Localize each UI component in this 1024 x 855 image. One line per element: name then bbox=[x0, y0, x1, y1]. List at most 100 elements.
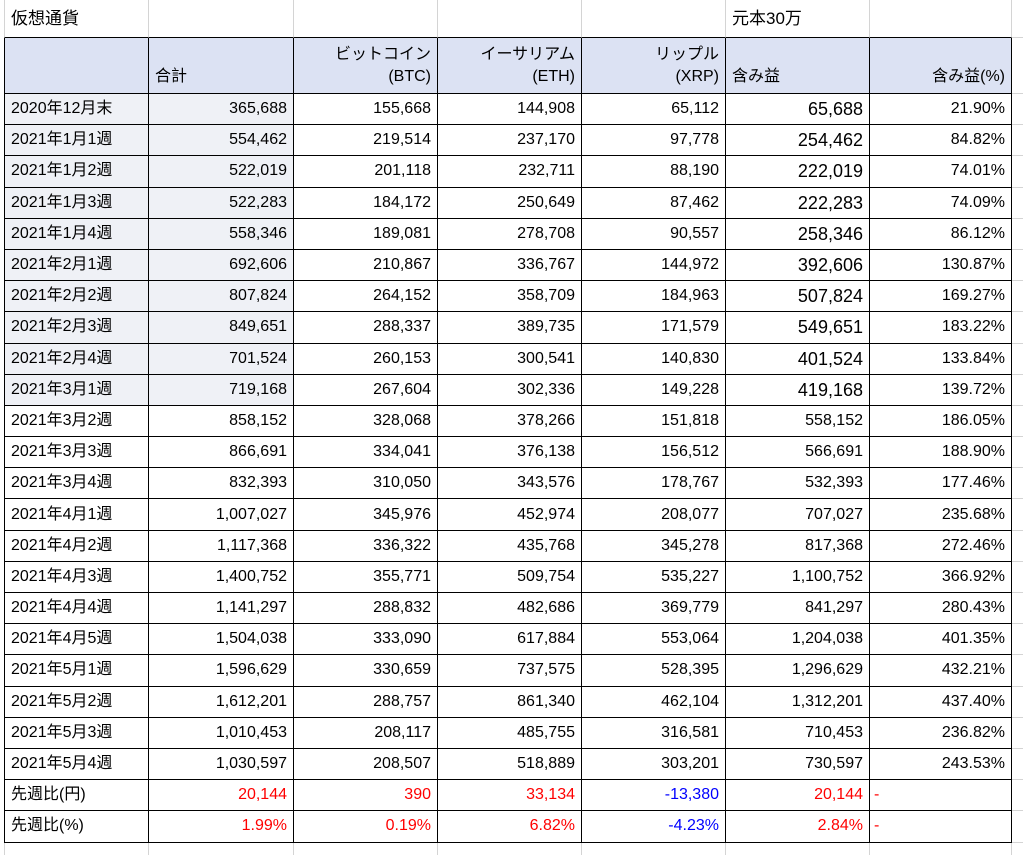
cell-period[interactable]: 2020年12月末 bbox=[4, 94, 149, 126]
cell-unrealized-gain-pct[interactable]: 130.87% bbox=[870, 249, 1012, 282]
cell-btc[interactable]: 155,668 bbox=[294, 94, 438, 126]
cell-btc[interactable]: 333,090 bbox=[294, 624, 438, 656]
cell-total[interactable]: 858,152 bbox=[149, 405, 294, 438]
cell-eth[interactable]: 482,686 bbox=[438, 593, 582, 625]
empty-cell[interactable] bbox=[1012, 843, 1023, 855]
cell-unrealized-gain-pct[interactable]: 74.01% bbox=[870, 156, 1012, 188]
cell-period[interactable]: 2021年1月1週 bbox=[4, 125, 149, 157]
empty-cell[interactable] bbox=[1012, 375, 1023, 406]
cell-period[interactable]: 2021年2月3週 bbox=[4, 312, 149, 344]
cell-total[interactable]: 832,393 bbox=[149, 468, 294, 500]
summary-cell-unrealized-gain[interactable]: 2.84% bbox=[726, 811, 870, 843]
cell-unrealized-gain-pct[interactable]: 243.53% bbox=[870, 748, 1012, 781]
cell-eth[interactable]: 509,754 bbox=[438, 561, 582, 593]
cell-unrealized-gain-pct[interactable]: 432.21% bbox=[870, 655, 1012, 687]
empty-cell[interactable] bbox=[1012, 38, 1023, 94]
cell-eth[interactable]: 302,336 bbox=[438, 374, 582, 406]
cell-period[interactable]: 2021年5月1週 bbox=[4, 655, 149, 687]
empty-cell[interactable] bbox=[870, 0, 1012, 38]
header-unrealized-gain[interactable]: 含み益 bbox=[726, 38, 870, 94]
cell-total[interactable]: 1,007,027 bbox=[149, 499, 294, 531]
empty-cell[interactable] bbox=[582, 842, 726, 855]
empty-cell[interactable] bbox=[1012, 94, 1023, 126]
empty-cell[interactable] bbox=[1012, 749, 1023, 781]
cell-total[interactable]: 701,524 bbox=[149, 343, 294, 375]
cell-total[interactable]: 558,346 bbox=[149, 218, 294, 250]
summary-cell-xrp[interactable]: -13,380 bbox=[582, 780, 726, 812]
cell-xrp[interactable]: 369,779 bbox=[582, 593, 726, 625]
cell-eth[interactable]: 278,708 bbox=[438, 218, 582, 250]
empty-cell[interactable] bbox=[1012, 156, 1023, 188]
cell-xrp[interactable]: 553,064 bbox=[582, 624, 726, 656]
cell-unrealized-gain[interactable]: 566,691 bbox=[726, 437, 870, 469]
cell-total[interactable]: 522,019 bbox=[149, 156, 294, 188]
cell-btc[interactable]: 208,117 bbox=[294, 717, 438, 749]
cell-period[interactable]: 2021年5月2週 bbox=[4, 686, 149, 718]
cell-unrealized-gain[interactable]: 1,204,038 bbox=[726, 624, 870, 656]
empty-cell[interactable] bbox=[1012, 468, 1023, 500]
cell-xrp[interactable]: 140,830 bbox=[582, 343, 726, 375]
summary-cell-btc[interactable]: 0.19% bbox=[294, 811, 438, 843]
cell-eth[interactable]: 378,266 bbox=[438, 405, 582, 438]
empty-cell[interactable] bbox=[870, 842, 1012, 855]
cell-unrealized-gain-pct[interactable]: 188.90% bbox=[870, 437, 1012, 469]
cell-period[interactable]: 2021年1月2週 bbox=[4, 156, 149, 188]
cell-unrealized-gain-pct[interactable]: 21.90% bbox=[870, 94, 1012, 126]
empty-cell[interactable] bbox=[1012, 780, 1023, 812]
cell-unrealized-gain[interactable]: 65,688 bbox=[726, 94, 870, 126]
empty-cell[interactable] bbox=[1012, 125, 1023, 157]
cell-unrealized-gain[interactable]: 1,100,752 bbox=[726, 561, 870, 593]
cell-total[interactable]: 1,030,597 bbox=[149, 748, 294, 781]
cell-btc[interactable]: 201,118 bbox=[294, 156, 438, 188]
cell-eth[interactable]: 250,649 bbox=[438, 187, 582, 219]
cell-unrealized-gain[interactable]: 549,651 bbox=[726, 312, 870, 344]
cell-eth[interactable]: 485,755 bbox=[438, 717, 582, 749]
empty-cell[interactable] bbox=[149, 842, 294, 855]
summary-cell-unrealized-gain[interactable]: 20,144 bbox=[726, 780, 870, 812]
cell-unrealized-gain-pct[interactable]: 280.43% bbox=[870, 593, 1012, 625]
cell-period[interactable]: 2021年3月2週 bbox=[4, 405, 149, 438]
cell-total[interactable]: 1,010,453 bbox=[149, 717, 294, 749]
cell-unrealized-gain[interactable]: 222,283 bbox=[726, 187, 870, 219]
cell-eth[interactable]: 300,541 bbox=[438, 343, 582, 375]
empty-cell[interactable] bbox=[1012, 0, 1023, 38]
cell-unrealized-gain[interactable]: 532,393 bbox=[726, 468, 870, 500]
cell-unrealized-gain[interactable]: 222,019 bbox=[726, 156, 870, 188]
cell-eth[interactable]: 358,709 bbox=[438, 281, 582, 313]
header-btc[interactable]: ビットコイン (BTC) bbox=[294, 38, 438, 94]
cell-xrp[interactable]: 345,278 bbox=[582, 530, 726, 562]
empty-cell[interactable] bbox=[1012, 718, 1023, 749]
cell-unrealized-gain-pct[interactable]: 401.35% bbox=[870, 624, 1012, 656]
cell-unrealized-gain[interactable]: 254,462 bbox=[726, 125, 870, 157]
cell-unrealized-gain-pct[interactable]: 366.92% bbox=[870, 561, 1012, 593]
cell-xrp[interactable]: 149,228 bbox=[582, 374, 726, 406]
cell-xrp[interactable]: 184,963 bbox=[582, 281, 726, 313]
cell-unrealized-gain-pct[interactable]: 272.46% bbox=[870, 530, 1012, 562]
cell-btc[interactable]: 267,604 bbox=[294, 374, 438, 406]
cell-xrp[interactable]: 65,112 bbox=[582, 94, 726, 126]
empty-cell[interactable] bbox=[1012, 499, 1023, 531]
cell-btc[interactable]: 288,757 bbox=[294, 686, 438, 718]
empty-cell[interactable] bbox=[294, 842, 438, 855]
cell-xrp[interactable]: 316,581 bbox=[582, 717, 726, 749]
empty-cell[interactable] bbox=[438, 0, 582, 38]
summary-cell-unrealized-gain-pct[interactable]: - bbox=[870, 811, 1012, 843]
cell-total[interactable]: 1,504,038 bbox=[149, 624, 294, 656]
header-eth[interactable]: イーサリアム (ETH) bbox=[438, 38, 582, 94]
cell-eth[interactable]: 737,575 bbox=[438, 655, 582, 687]
empty-cell[interactable] bbox=[1012, 562, 1023, 593]
empty-cell[interactable] bbox=[1012, 219, 1023, 250]
empty-cell[interactable] bbox=[1012, 281, 1023, 313]
cell-unrealized-gain-pct[interactable]: 74.09% bbox=[870, 187, 1012, 219]
empty-cell[interactable] bbox=[1012, 250, 1023, 282]
cell-total[interactable]: 1,400,752 bbox=[149, 561, 294, 593]
cell-eth[interactable]: 435,768 bbox=[438, 530, 582, 562]
cell-xrp[interactable]: 528,395 bbox=[582, 655, 726, 687]
cell-xrp[interactable]: 88,190 bbox=[582, 156, 726, 188]
cell-xrp[interactable]: 151,818 bbox=[582, 405, 726, 438]
cell-unrealized-gain-pct[interactable]: 236.82% bbox=[870, 717, 1012, 749]
cell-unrealized-gain[interactable]: 1,312,201 bbox=[726, 686, 870, 718]
header-total[interactable]: 合計 bbox=[149, 38, 294, 94]
cell-period[interactable]: 2021年5月4週 bbox=[4, 748, 149, 781]
summary-cell-xrp[interactable]: -4.23% bbox=[582, 811, 726, 843]
